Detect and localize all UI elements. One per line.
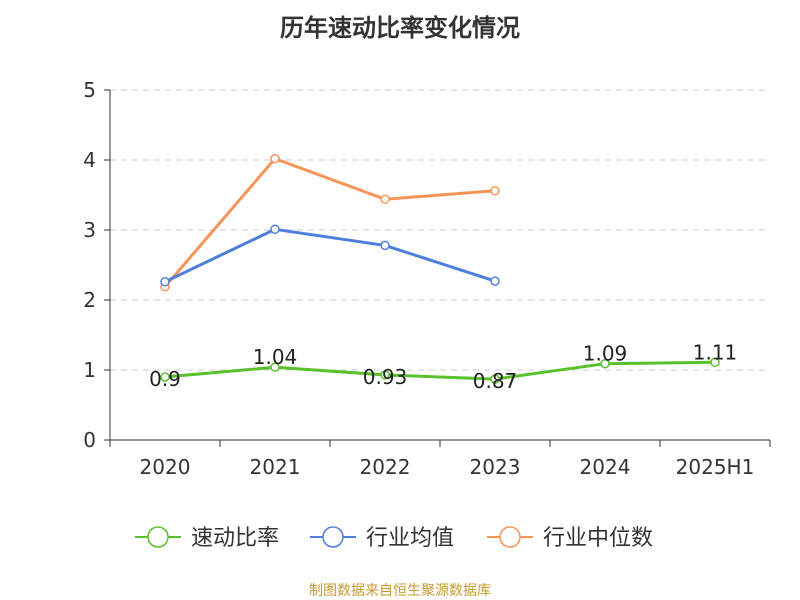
data-point bbox=[600, 358, 610, 369]
data-label: 0.87 bbox=[473, 369, 518, 393]
y-tick-label: 0 bbox=[83, 428, 96, 452]
data-label: 1.09 bbox=[583, 342, 628, 366]
chart-title: 历年速动比率变化情况 bbox=[280, 14, 520, 42]
data-point bbox=[160, 277, 170, 287]
data-point bbox=[270, 153, 280, 164]
data-point bbox=[380, 240, 390, 251]
x-tick-label: 2025H1 bbox=[676, 455, 755, 479]
legend-marker bbox=[499, 526, 521, 548]
legend-marker bbox=[147, 526, 169, 548]
series-line bbox=[164, 360, 716, 381]
legend-item[interactable]: 行业中位数 bbox=[487, 526, 653, 551]
series-1 bbox=[160, 224, 500, 287]
data-point bbox=[710, 357, 720, 368]
data-label: 1.11 bbox=[693, 340, 738, 364]
data-point bbox=[270, 224, 280, 235]
series-2 bbox=[160, 153, 500, 292]
series-lines bbox=[160, 153, 720, 384]
x-tick-label: 2021 bbox=[250, 455, 301, 479]
data-point bbox=[160, 372, 170, 382]
legend-label: 速动比率 bbox=[191, 526, 279, 551]
grid-lines bbox=[110, 89, 770, 371]
y-tick-label: 3 bbox=[83, 218, 96, 242]
legend-label: 行业均值 bbox=[366, 526, 454, 551]
data-point bbox=[380, 194, 390, 204]
data-labels: 0.9 1.04 0.93 0.87 1.09 1.11 bbox=[149, 340, 737, 393]
legend-marker bbox=[322, 526, 344, 548]
data-label: 1.04 bbox=[253, 345, 298, 369]
y-tick-label: 4 bbox=[83, 148, 96, 172]
source-note: 制图数据来自恒生聚源数据库 bbox=[309, 583, 491, 599]
x-tick-label: 2024 bbox=[580, 455, 631, 479]
legend-label: 行业中位数 bbox=[543, 526, 653, 551]
data-point bbox=[490, 276, 500, 286]
legend-item[interactable]: 行业均值 bbox=[310, 526, 454, 551]
series-line bbox=[164, 227, 496, 284]
axes: 0 1 2 3 4 5 2020 2021 2022 2023 2024 2025H1 bbox=[83, 78, 771, 479]
legend[interactable]: 速动比率 行业均值 行业中位数 bbox=[135, 526, 653, 551]
legend-item[interactable]: 速动比率 bbox=[135, 526, 279, 551]
data-point bbox=[490, 186, 500, 196]
data-point bbox=[270, 362, 280, 372]
data-label: 0.93 bbox=[363, 365, 408, 389]
x-tick-label: 2022 bbox=[360, 455, 411, 479]
y-tick-label: 5 bbox=[83, 78, 96, 102]
y-tick-label: 2 bbox=[83, 288, 96, 312]
data-point bbox=[380, 370, 390, 380]
data-point bbox=[490, 374, 500, 384]
x-tick-label: 2020 bbox=[140, 455, 191, 479]
x-tick-label: 2023 bbox=[470, 455, 521, 479]
data-label: 0.9 bbox=[149, 367, 181, 391]
y-tick-label: 1 bbox=[83, 358, 96, 382]
series-0 bbox=[160, 357, 720, 384]
series-line bbox=[163, 157, 496, 288]
